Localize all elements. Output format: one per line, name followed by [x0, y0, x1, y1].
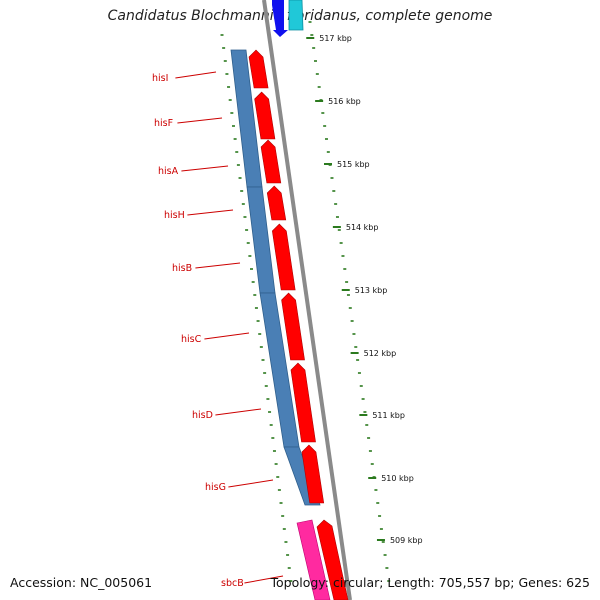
gene-leader-line	[175, 71, 217, 79]
gene-arrow-top-blue	[272, 0, 288, 37]
scale-label: 517 kbp	[319, 34, 352, 43]
gene-leader-line	[244, 575, 284, 584]
gene-arrow-sbcB-pink	[296, 519, 331, 600]
gene-leader-line	[215, 408, 262, 416]
inner-tick-track	[220, 34, 293, 582]
gene-leader-line	[195, 262, 241, 269]
gene-label: hisH	[164, 210, 185, 221]
scale-label: 514 kbp	[346, 223, 379, 232]
scale-label: 516 kbp	[328, 97, 361, 106]
scale-label: 510 kbp	[381, 474, 414, 483]
gene-label: hisI	[152, 73, 168, 84]
gene-leader-line	[204, 332, 250, 340]
gene-label: hisB	[172, 263, 192, 274]
gene-label: hisA	[158, 166, 179, 177]
scale-label: 509 kbp	[390, 536, 423, 545]
gene-arrow-sbcB-red	[316, 519, 349, 600]
gene-arrow-top-cyan	[288, 0, 304, 31]
accession-label: Accession: NC_005061	[10, 575, 153, 590]
gene-leader-line	[177, 117, 223, 124]
gene-leader-line	[228, 479, 274, 488]
scale-label: 511 kbp	[372, 411, 405, 420]
gene-label: hisG	[205, 482, 226, 493]
scale-label: 515 kbp	[337, 160, 370, 169]
genome-backbone	[262, 0, 352, 600]
gene-arrow-4	[266, 185, 287, 221]
gene-label: hisC	[181, 334, 202, 345]
gene-arrow-1	[248, 49, 269, 89]
scale-label: 512 kbp	[364, 349, 397, 358]
gene-leader-line	[187, 209, 234, 216]
gene-label: sbcB	[221, 578, 244, 589]
gene-arrow-7	[290, 362, 316, 443]
gene-arrow-8	[301, 444, 325, 504]
gene-arrow-5	[272, 223, 296, 291]
gene-arrow-3	[260, 139, 282, 184]
gene-leader-line	[181, 165, 229, 172]
genome-stats-label: Topology: circular; Length: 705,557 bp; …	[270, 575, 591, 590]
gene-arrow-2	[254, 91, 276, 140]
gene-label: hisD	[192, 410, 213, 421]
gene-label: hisF	[154, 118, 173, 129]
scale-label: 513 kbp	[355, 286, 388, 295]
gene-arrow-6	[281, 292, 305, 361]
